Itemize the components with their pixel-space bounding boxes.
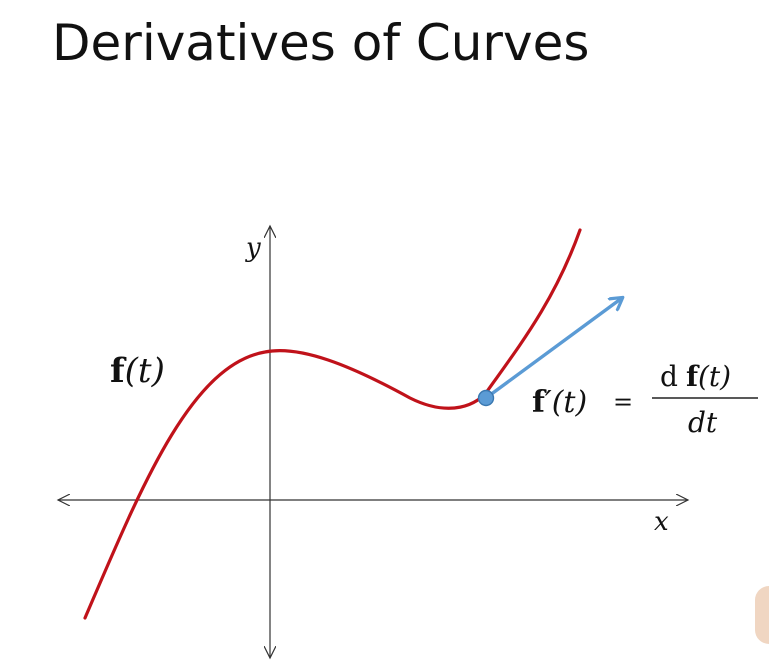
equals-sign: =	[613, 388, 633, 416]
tangent-vector	[484, 298, 622, 400]
derivative-lhs: f′(t)	[532, 385, 587, 420]
numerator-d: d	[660, 360, 678, 393]
tangent-point	[477, 389, 495, 407]
presenter-hand	[755, 586, 769, 644]
curve-f	[83, 228, 582, 620]
curve-label-bold: f	[110, 351, 127, 391]
x-axis-label: x	[654, 507, 669, 537]
curve-label-rest: (t)	[125, 351, 165, 391]
numerator-bold: f	[686, 360, 700, 393]
derivative-lhs-bold: f	[532, 385, 547, 420]
derivative-lhs-rest: ′(t)	[545, 385, 587, 420]
fraction-numerator: d f(t)	[660, 360, 731, 393]
slide-title: Derivatives of Curves	[52, 14, 590, 72]
numerator-rest: (t)	[698, 360, 731, 393]
fraction-denominator: dt	[688, 406, 718, 439]
curve-label: f(t)	[110, 351, 165, 391]
y-axis-label: y	[245, 233, 261, 263]
